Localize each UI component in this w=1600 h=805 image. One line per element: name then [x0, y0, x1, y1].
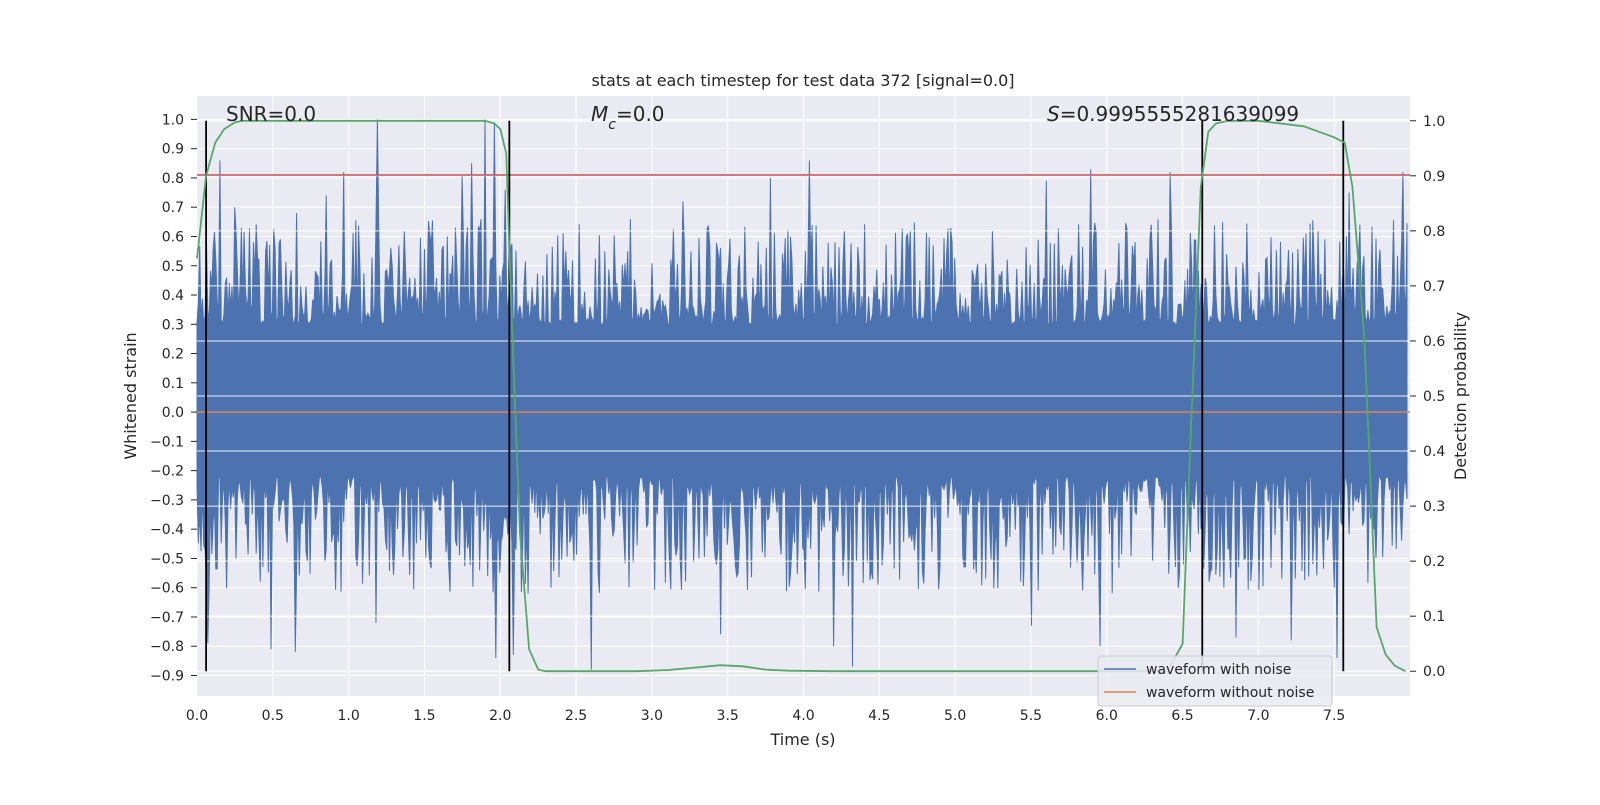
x-axis-label: Time (s): [769, 730, 835, 749]
tick-layer: 0.0 0.5 1.0 1.5 2.0 2.5 3.0 3.5 4.0 4.5 5.0 5.5 6.0 6…: [150, 112, 1445, 724]
y-tick-label: −0.5: [150, 551, 184, 567]
y-tick-label: −0.4: [150, 522, 184, 538]
line-layer: [196, 119, 1410, 673]
x-tick-label: 7.5: [1323, 708, 1345, 724]
x-tick-label: 2.5: [565, 708, 587, 724]
legend-label-clean: waveform without noise: [1146, 685, 1314, 701]
x-tick-label: 5.0: [944, 708, 966, 724]
y-tick-label: −0.7: [150, 610, 184, 626]
x-tick-label: 2.0: [489, 708, 511, 724]
legend: waveform with noise waveform without noi…: [1097, 655, 1333, 707]
y-tick-label: −0.9: [150, 669, 184, 685]
snr-annotation: SNR=0.0: [226, 102, 316, 126]
y-tick-label: −0.2: [150, 464, 184, 480]
y-tick-label: 0.1: [162, 376, 184, 392]
x-tick-label: 4.0: [792, 708, 814, 724]
y-tick-label: 0.3: [162, 317, 184, 333]
x-tick-label: 6.5: [1171, 708, 1193, 724]
x-tick-label: 3.5: [717, 708, 739, 724]
x-tick-label: 7.0: [1247, 708, 1269, 724]
y-tick-label: 1.0: [162, 112, 184, 128]
y-tick-label-right: 0.7: [1423, 279, 1445, 295]
y-tick-label: 0.9: [162, 142, 184, 158]
x-tick-label: 1.0: [337, 708, 359, 724]
legend-label-noise: waveform with noise: [1146, 662, 1291, 678]
y-tick-label: 0.4: [162, 288, 184, 304]
y-tick-label: −0.6: [150, 581, 184, 597]
x-tick-label: 5.5: [1020, 708, 1042, 724]
x-tick-label: 6.0: [1096, 708, 1118, 724]
y-axis-label: Whitened strain: [121, 332, 140, 459]
y-tick-label-right: 1.0: [1423, 114, 1445, 130]
chirp-mass-annotation: Mc=0.0: [591, 102, 665, 133]
y-tick-label-right: 0.4: [1423, 444, 1445, 460]
y-tick-label: −0.8: [150, 639, 184, 655]
x-tick-label: 0.5: [262, 708, 284, 724]
y-tick-label-right: 0.8: [1423, 224, 1445, 240]
noise-band: [196, 119, 1408, 670]
detection-probability-line: [196, 119, 1406, 673]
y-tick-label: 0.7: [162, 200, 184, 216]
series-layer: [196, 119, 1408, 670]
y-tick-label-right: 0.3: [1423, 499, 1445, 515]
x-tick-label: 4.5: [868, 708, 890, 724]
y-tick-label: 0.5: [162, 259, 184, 275]
x-tick-label: 0.0: [186, 708, 208, 724]
score-annotation: S=0.9995555281639099: [1047, 102, 1299, 126]
y-tick-label: 0.2: [162, 347, 184, 363]
y-tick-label: −0.1: [150, 434, 184, 450]
y-tick-label-right: 0.9: [1423, 169, 1445, 185]
y-tick-label-right: 0.1: [1423, 609, 1445, 625]
y-tick-label: 0.0: [162, 405, 184, 421]
y-tick-label-right: 0.5: [1423, 389, 1445, 405]
chart-title: stats at each timestep for test data 372…: [591, 71, 1014, 90]
legend-box: [1097, 655, 1333, 707]
x-tick-label: 3.0: [641, 708, 663, 724]
x-tick-label: 1.5: [413, 708, 435, 724]
annotation-layer: SNR=0.0 Mc=0.0 S=0.9995555281639099: [226, 102, 1299, 133]
y-tick-label: −0.3: [150, 493, 184, 509]
y-tick-label: 0.8: [162, 171, 184, 187]
y-axis-label-right: Detection probability: [1451, 312, 1470, 480]
y-tick-label: 0.6: [162, 229, 184, 245]
y-tick-label-right: 0.0: [1423, 664, 1445, 680]
y-tick-label-right: 0.2: [1423, 554, 1445, 570]
y-tick-label-right: 0.6: [1423, 334, 1445, 350]
